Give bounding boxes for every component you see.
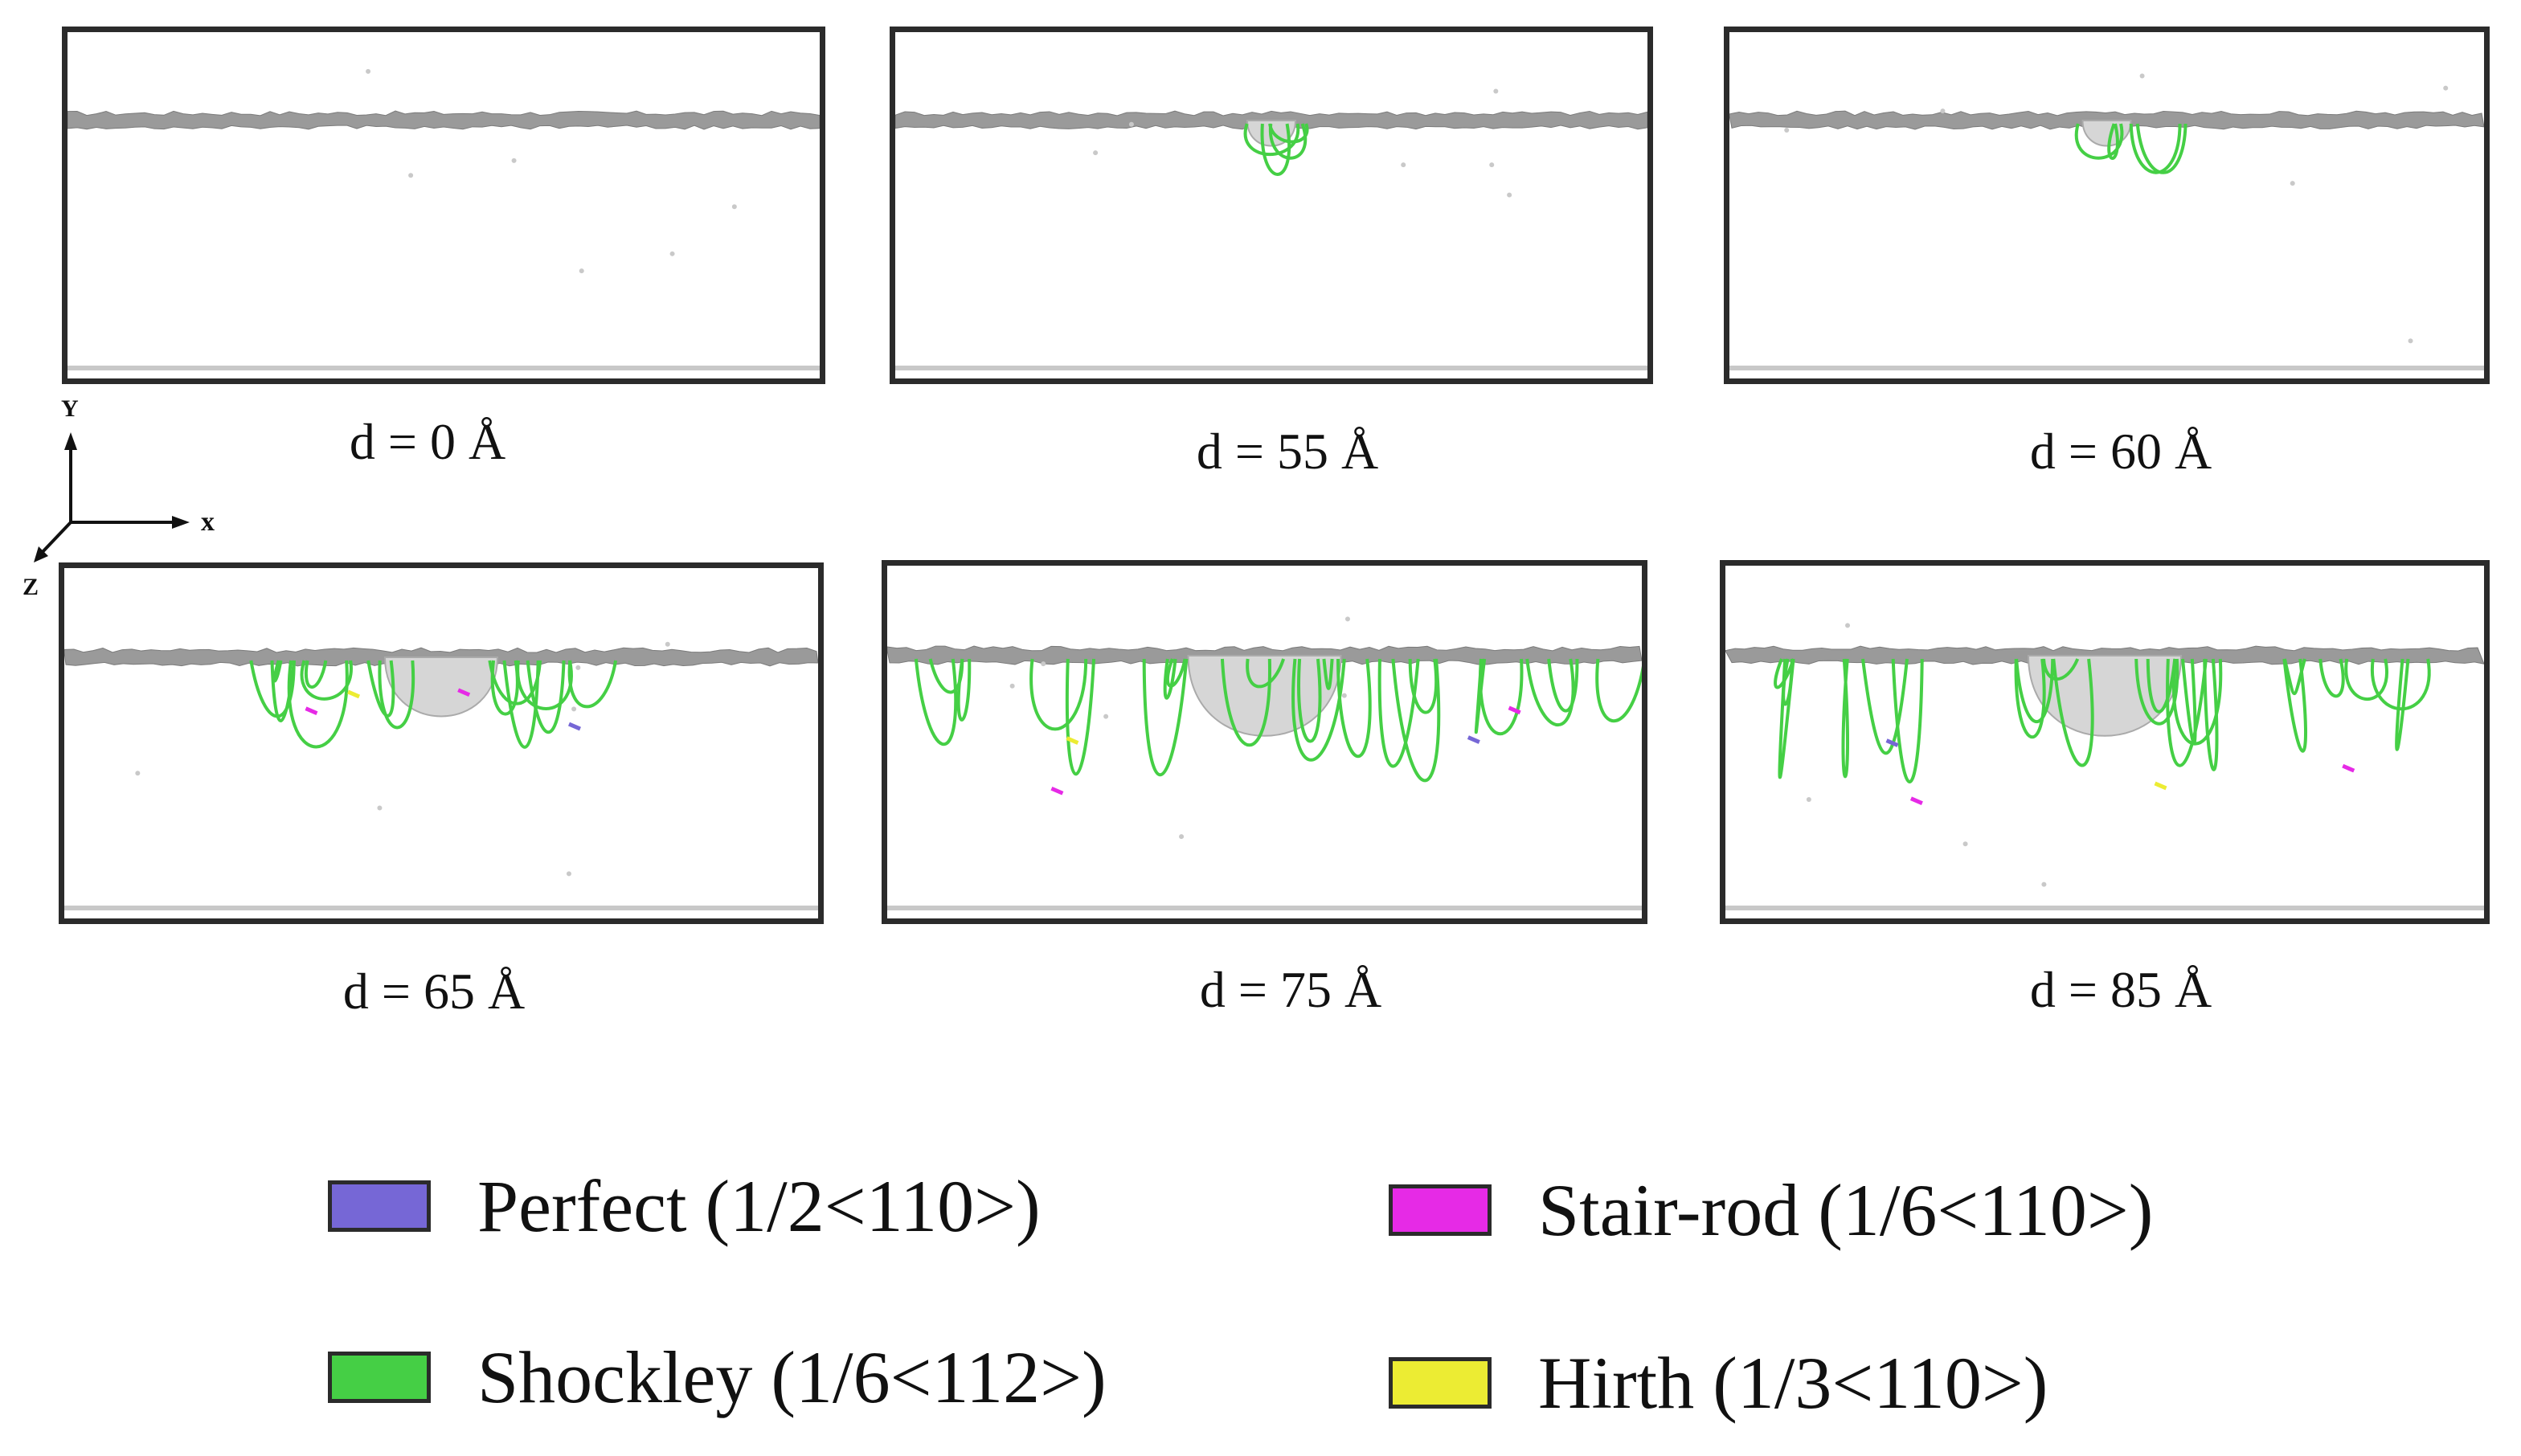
legend-swatch-shockley bbox=[328, 1352, 431, 1403]
axis-label-y: Y bbox=[61, 395, 79, 422]
caption-d-75: d = 75 Å bbox=[1199, 961, 1382, 1018]
legend-item-perfect: Perfect (1/2<110>) bbox=[328, 1169, 1041, 1243]
caption-d-85: d = 85 Å bbox=[2029, 961, 2212, 1018]
legend-swatch-stair-rod bbox=[1389, 1184, 1492, 1236]
legend-label-stair-rod: Stair-rod (1/6<110>) bbox=[1538, 1169, 2154, 1251]
legend-item-stair-rod: Stair-rod (1/6<110>) bbox=[1389, 1173, 2153, 1247]
panel-render bbox=[1725, 623, 2484, 910]
panel-render bbox=[64, 641, 818, 910]
legend-label-hirth: Hirth (1/3<110>) bbox=[1538, 1342, 2048, 1424]
legend-label-shockley: Shockley (1/6<112>) bbox=[477, 1336, 1107, 1418]
panel-d-75 bbox=[882, 560, 1647, 924]
panel-render bbox=[1729, 73, 2484, 370]
caption-d-65: d = 65 Å bbox=[342, 963, 526, 1020]
legend-swatch-perfect bbox=[328, 1180, 431, 1232]
caption-d-55: d = 55 Å bbox=[1196, 423, 1379, 480]
panel-d-85 bbox=[1720, 560, 2490, 924]
coordinate-axes: Y x Z bbox=[23, 395, 215, 600]
legend-swatch-hirth bbox=[1389, 1357, 1492, 1409]
axis-label-z: Z bbox=[23, 574, 39, 600]
panel-render bbox=[895, 88, 1647, 370]
panel-d-0 bbox=[62, 27, 825, 384]
legend-label-perfect: Perfect (1/2<110>) bbox=[477, 1165, 1041, 1247]
caption-d-60: d = 60 Å bbox=[2029, 423, 2212, 480]
panel-render bbox=[68, 68, 820, 370]
panel-d-55 bbox=[890, 27, 1653, 384]
caption-d-0: d = 0 Å bbox=[349, 413, 506, 470]
panel-render bbox=[887, 616, 1642, 910]
axis-label-x: x bbox=[201, 507, 215, 537]
panel-d-60 bbox=[1724, 27, 2490, 384]
legend-item-shockley: Shockley (1/6<112>) bbox=[328, 1340, 1107, 1414]
legend-item-hirth: Hirth (1/3<110>) bbox=[1389, 1346, 2048, 1420]
panel-d-65 bbox=[59, 562, 824, 924]
